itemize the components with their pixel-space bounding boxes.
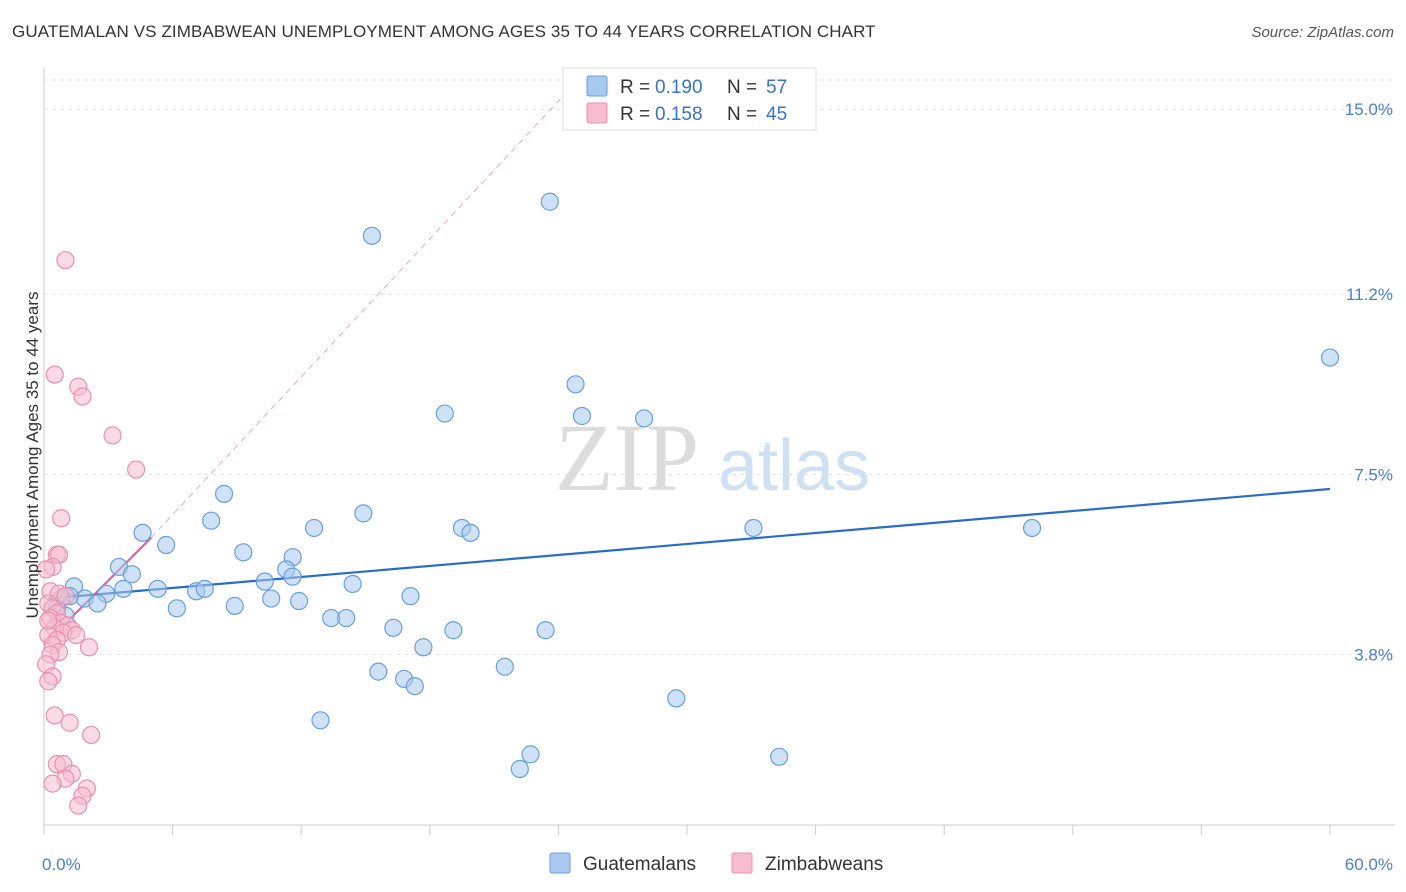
guatemalan-point-50	[311, 711, 330, 730]
legend-r-value-2: 0.158	[655, 104, 703, 125]
axes	[43, 68, 1395, 835]
data-points	[37, 192, 1340, 815]
zimbabwean-point-27	[79, 638, 99, 657]
guatemalan-point-42	[444, 621, 463, 640]
legend-r-label-2: R =	[620, 104, 650, 125]
zimbabwean-point-10	[37, 560, 56, 579]
zimbabwean-point-3	[73, 387, 92, 406]
guatemalan-point-41	[384, 618, 403, 637]
legend-n-value-2: 45	[766, 104, 787, 125]
guatemalan-point-3	[566, 375, 585, 394]
legend-r-value-1: 0.190	[655, 77, 703, 98]
x-tick-label-max: 60.0%	[1345, 855, 1393, 874]
guatemalan-point-35	[88, 594, 107, 613]
guatemalan-point-34	[289, 591, 309, 611]
guatemalan-point-8	[354, 504, 373, 523]
zimbabwean-point-44	[39, 611, 58, 630]
legend-swatch-zimbabweans	[586, 102, 608, 124]
guatemalan-point-17	[744, 518, 763, 538]
guatemalan-point-52	[510, 759, 529, 779]
guatemalan-point-0	[540, 192, 559, 211]
guatemalan-point-39	[337, 608, 356, 628]
zimbabwean-point-34	[60, 713, 79, 732]
y-tick-label-0: 3.8%	[1354, 646, 1393, 665]
guatemalan-point-29	[343, 574, 362, 594]
trend-lines	[43, 89, 1331, 646]
guatemalan-point-18	[1022, 518, 1042, 538]
guatemalan-point-9	[202, 511, 221, 530]
bottom-legend-swatch-guatemalans	[549, 852, 571, 874]
guatemalan-point-1	[362, 226, 382, 245]
guatemalan-point-6	[572, 406, 592, 426]
chart-title: GUATEMALAN VS ZIMBABWEAN UNEMPLOYMENT AM…	[12, 22, 876, 41]
guatemalan-point-45	[495, 657, 514, 676]
guatemalan-point-14	[157, 535, 176, 555]
guatemalan-point-49	[667, 689, 686, 708]
guatemalan-point-36	[225, 596, 244, 615]
zimbabwean-point-0	[56, 251, 75, 270]
guatemalan-point-28	[195, 579, 214, 598]
guatemalan-point-12	[461, 523, 480, 542]
guatemalan-point-30	[401, 587, 420, 606]
bottom-legend-label-zimbabweans: Zimbabweans	[765, 854, 883, 875]
legend-n-label-1: N =	[727, 77, 757, 98]
chart-source: Source: ZipAtlas.com	[1251, 24, 1394, 41]
bottom-legend-label-guatemalans: Guatemalans	[583, 854, 696, 875]
guatemalan-point-46	[369, 662, 388, 681]
grid-lines	[44, 79, 1395, 656]
y-tick-label-1: 7.5%	[1354, 465, 1393, 484]
guatemalan-point-51	[521, 745, 540, 764]
zimbabwean-point-32	[39, 672, 58, 691]
zimbabwean-point-1	[45, 365, 64, 384]
y-tick-label-2: 11.2%	[1346, 285, 1393, 304]
zimbabwean-point-13	[56, 587, 75, 606]
guatemalan-point-22	[122, 565, 141, 584]
zimbabwean-point-40	[43, 774, 62, 793]
guatemalan-point-13	[133, 523, 152, 542]
zimbabwean-point-43	[69, 796, 88, 815]
stats-legend: R = 0.190 N = 57 R = 0.158 N = 45	[562, 67, 817, 131]
guatemalan-point-15	[234, 543, 253, 562]
guatemalan-point-25	[114, 579, 133, 598]
guatemalan-point-23	[283, 567, 302, 586]
zimbabwean-point-24	[67, 625, 86, 645]
zimbabwean-trend-extension	[150, 89, 570, 539]
zimbabwean-point-33	[45, 706, 64, 725]
guatemalan-point-33	[262, 589, 281, 608]
guatemalan-point-26	[148, 579, 167, 598]
bottom-legend-swatch-zimbabweans	[731, 852, 753, 874]
legend-r-label-1: R =	[620, 77, 650, 98]
guatemalan-point-44	[414, 638, 433, 657]
legend-n-value-1: 57	[766, 77, 787, 98]
guatemalan-point-37	[167, 599, 186, 618]
watermark-atlas: atlas	[718, 426, 870, 506]
guatemalan-point-5	[635, 409, 654, 428]
guatemalan-point-21	[255, 572, 274, 591]
zimbabwean-point-6	[52, 509, 71, 528]
guatemalan-point-4	[435, 404, 454, 423]
guatemalan-point-10	[304, 518, 324, 538]
zimbabwean-point-35	[82, 725, 101, 745]
guatemalan-point-53	[770, 747, 789, 766]
series-legend: Guatemalans Zimbabweans	[549, 852, 883, 875]
y-axis-title: Unemployment Among Ages 35 to 44 years	[23, 292, 42, 619]
guatemalan-point-2	[1320, 348, 1340, 367]
x-tick-label-min: 0.0%	[42, 855, 81, 874]
watermark: ZIP atlas	[555, 404, 870, 511]
legend-swatch-guatemalans	[586, 75, 608, 97]
tick-labels: 3.8% 7.5% 11.2% 15.0% 0.0% 60.0%	[42, 100, 1393, 874]
guatemalan-point-7	[214, 484, 234, 503]
guatemalan-point-43	[536, 621, 555, 640]
zimbabwean-point-4	[103, 426, 122, 445]
y-tick-label-3: 15.0%	[1345, 100, 1393, 119]
guatemalan-point-48	[405, 677, 424, 696]
zimbabwean-point-5	[127, 460, 146, 479]
legend-n-label-2: N =	[727, 104, 757, 125]
